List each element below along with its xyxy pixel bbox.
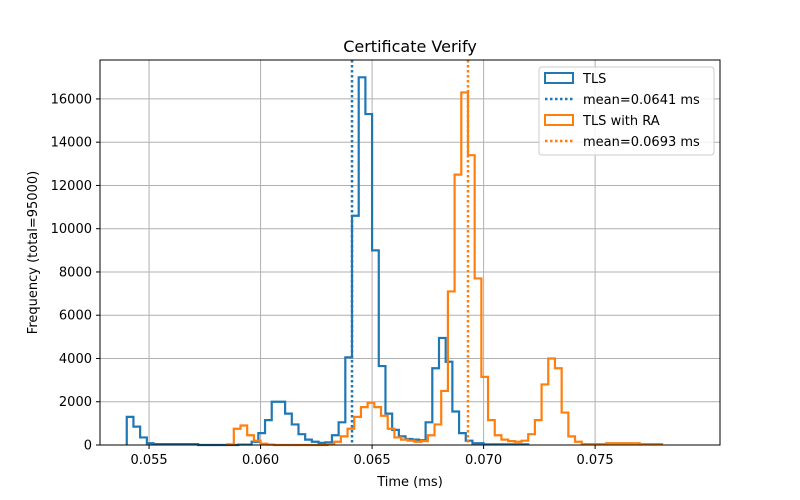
y-tick-label: 0 (84, 439, 92, 454)
y-tick-label: 2000 (59, 395, 92, 410)
legend-label-mean-tls-ra: mean=0.0693 ms (583, 135, 700, 150)
legend-swatch-tls-ra (544, 114, 574, 126)
y-tick-label: 8000 (59, 265, 92, 280)
legend-label-mean-tls: mean=0.0641 ms (583, 93, 700, 108)
x-axis-ticks: 0.055 0.060 0.065 0.070 0.075 (130, 445, 614, 468)
y-tick-label: 14000 (51, 136, 92, 151)
x-tick-label: 0.055 (130, 453, 167, 468)
x-tick-label: 0.070 (465, 453, 502, 468)
y-axis-title: Frequency (total=95000) (26, 171, 41, 334)
x-tick-label: 0.060 (242, 453, 279, 468)
y-tick-label: 10000 (51, 222, 92, 237)
legend: TLS mean=0.0641 ms TLS with RA mean=0.06… (538, 66, 715, 156)
y-axis-ticks: 0 2000 4000 6000 8000 10000 12000 14000 16000 (51, 92, 100, 454)
x-tick-label: 0.075 (576, 453, 613, 468)
mean-lines (350, 60, 470, 445)
plot-frame (99, 59, 721, 446)
legend-label-tls: TLS (582, 72, 606, 87)
chart-title: Certificate Verify (343, 37, 477, 56)
x-axis-title: Time (ms) (376, 475, 443, 490)
y-tick-label: 12000 (51, 179, 92, 194)
y-tick-label: 6000 (59, 309, 92, 324)
legend-swatch-tls (544, 72, 574, 84)
legend-frame (538, 66, 715, 156)
x-tick-label: 0.065 (353, 453, 390, 468)
y-tick-label: 4000 (59, 352, 92, 367)
y-tick-label: 16000 (51, 92, 92, 107)
legend-label-tls-ra: TLS with RA (582, 114, 660, 129)
histogram-series-1 (226, 91, 664, 447)
